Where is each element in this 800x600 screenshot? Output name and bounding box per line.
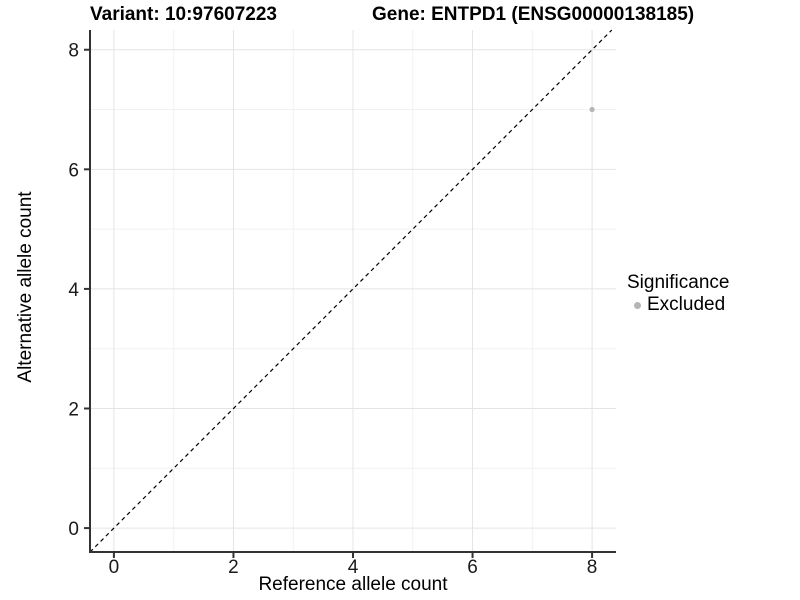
y-tick-label: 6 <box>68 160 79 181</box>
plot-title-gene: Gene: ENTPD1 (ENSG00000138185) <box>372 4 695 25</box>
x-tick-label: 8 <box>587 557 598 578</box>
x-tick-label: 4 <box>348 557 359 578</box>
y-tick-label: 8 <box>68 41 79 62</box>
legend: Significance Excluded <box>627 272 729 315</box>
y-tick-label: 2 <box>68 399 79 420</box>
plot-title-variant: Variant: 10:97607223 <box>90 4 277 25</box>
identity-line <box>89 29 613 553</box>
y-axis-label: Alternative allele count <box>15 191 36 383</box>
y-tick-label: 4 <box>68 280 79 301</box>
legend-item-excluded: Excluded <box>627 295 729 315</box>
x-tick-label: 0 <box>109 557 120 578</box>
legend-item-label: Excluded <box>647 294 726 315</box>
legend-point-icon <box>634 301 641 309</box>
x-tick-label: 2 <box>228 557 239 578</box>
x-axis-label: Reference allele count <box>258 574 448 595</box>
x-tick-label: 6 <box>467 557 478 578</box>
legend-title: Significance <box>627 272 730 293</box>
data-point <box>589 106 595 113</box>
y-tick-label: 0 <box>68 519 79 540</box>
